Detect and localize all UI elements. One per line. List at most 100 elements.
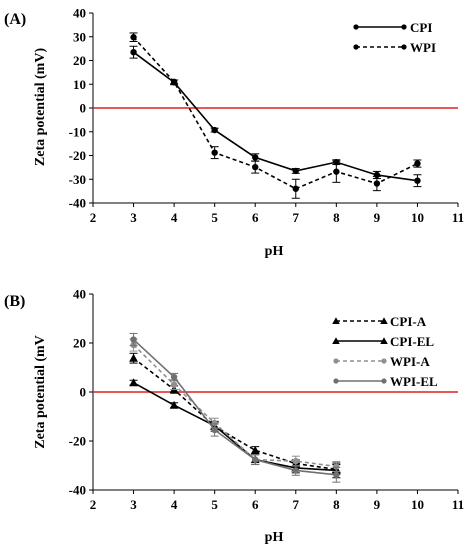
x-tick-label: 8 — [333, 497, 340, 512]
panel-label: (A) — [4, 11, 26, 28]
legend-label: WPI-A — [390, 354, 430, 369]
series-cpi — [129, 45, 422, 188]
legend-label: WPI — [410, 40, 436, 55]
y-tick-label: 20 — [73, 336, 86, 351]
panel-b: (B) Zeta potential (mV pH 40 20 0 -20 -40 2 3 4… — [4, 287, 464, 546]
data-point-marker — [380, 317, 388, 325]
data-point-marker — [252, 154, 259, 161]
legend-label: WPI-EL — [390, 374, 438, 389]
y-tick-label: -40 — [69, 483, 86, 498]
data-point-marker — [129, 378, 138, 387]
y-axis-title: Zeta potential (mV) — [33, 48, 48, 167]
series-cpi-el — [129, 378, 341, 479]
data-point-marker — [401, 44, 407, 50]
data-point-marker — [353, 24, 359, 30]
data-point-marker — [381, 378, 387, 384]
data-point-marker — [252, 163, 259, 171]
series-line — [133, 51, 418, 182]
y-axis-title: Zeta potential (mV — [33, 335, 48, 449]
data-point-marker — [414, 177, 421, 184]
legend-entry: CPI — [353, 20, 432, 35]
series-line — [133, 381, 337, 472]
data-point-marker — [211, 126, 218, 134]
data-point-marker — [130, 34, 137, 41]
data-point-marker — [353, 44, 359, 50]
data-point-marker — [333, 463, 340, 470]
y-tick-label: 40 — [73, 287, 86, 302]
legend-entry: CPI-A — [332, 314, 427, 329]
data-point-marker — [169, 400, 179, 409]
y-tick-label: 0 — [80, 101, 87, 116]
x-tick-label: 5 — [211, 210, 218, 225]
x-tick-label: 5 — [211, 497, 218, 512]
legend-entry: CPI-EL — [332, 334, 434, 349]
x-axis-title: pH — [265, 530, 284, 545]
legend-entry: WPI — [353, 40, 436, 55]
data-point-marker — [130, 48, 137, 56]
data-point-marker — [381, 358, 387, 364]
data-point-marker — [292, 467, 299, 474]
data-point-marker — [129, 353, 138, 362]
legend-label: CPI-EL — [390, 334, 434, 349]
data-point-marker — [130, 336, 137, 343]
data-point-marker — [170, 381, 178, 388]
x-tick-label: 7 — [293, 210, 300, 225]
data-point-marker — [380, 337, 388, 345]
legend-entry: WPI-A — [333, 354, 430, 369]
panel-a: (A) Zeta potential (mV) pH 40 30 20 10 0 -10 -… — [4, 6, 464, 260]
x-tick-label: 4 — [171, 210, 178, 225]
data-point-marker — [333, 471, 340, 479]
x-tick-label: 9 — [374, 497, 381, 512]
legend-label: CPI — [410, 20, 432, 35]
x-tick-label: 11 — [452, 497, 464, 512]
data-point-marker — [292, 457, 299, 465]
data-point-marker — [292, 185, 299, 192]
data-point-marker — [170, 373, 178, 381]
x-tick-label: 11 — [452, 210, 464, 225]
x-tick-label: 6 — [252, 210, 259, 225]
data-point-marker — [292, 167, 299, 175]
series-wpi — [129, 32, 422, 199]
y-tick-label: 20 — [73, 53, 86, 68]
series-wpi-a — [129, 338, 341, 472]
panel-label: (B) — [4, 293, 25, 310]
y-tick-label: 40 — [73, 6, 86, 21]
series-line — [133, 338, 337, 476]
data-point-marker — [332, 337, 340, 345]
data-point-marker — [414, 160, 421, 167]
legend-label: CPI-A — [390, 314, 427, 329]
series-line — [132, 344, 337, 468]
data-point-marker — [252, 456, 259, 463]
y-tick-label: 0 — [80, 385, 87, 400]
data-point-marker — [211, 149, 218, 156]
y-tick-label: -30 — [69, 172, 86, 187]
x-tick-label: 3 — [130, 210, 137, 225]
series-line — [132, 36, 418, 190]
data-point-marker — [401, 24, 407, 30]
y-tick-label: 10 — [73, 77, 86, 92]
x-tick-label: 8 — [333, 210, 340, 225]
y-tick-label: -10 — [69, 124, 86, 139]
data-point-marker — [332, 317, 340, 325]
x-tick-label: 10 — [411, 497, 424, 512]
x-tick-label: 3 — [130, 497, 137, 512]
x-tick-label: 6 — [252, 497, 259, 512]
series-line — [133, 357, 337, 471]
x-tick-label: 7 — [293, 497, 300, 512]
x-tick-label: 10 — [411, 210, 424, 225]
legend-entry: WPI-EL — [333, 374, 438, 389]
data-point-marker — [250, 445, 260, 454]
y-tick-label: -40 — [69, 196, 86, 211]
x-tick-label: 2 — [90, 497, 97, 512]
y-tick-label: -20 — [69, 148, 86, 163]
data-point-marker — [211, 426, 218, 434]
x-tick-label: 2 — [90, 210, 97, 225]
series-wpi-el — [129, 332, 341, 483]
data-point-marker — [170, 78, 178, 86]
x-tick-label: 4 — [171, 497, 178, 512]
data-point-marker — [211, 419, 218, 427]
y-tick-label: 30 — [73, 29, 86, 44]
y-tick-label: -20 — [69, 434, 86, 449]
x-tick-label: 9 — [374, 210, 381, 225]
